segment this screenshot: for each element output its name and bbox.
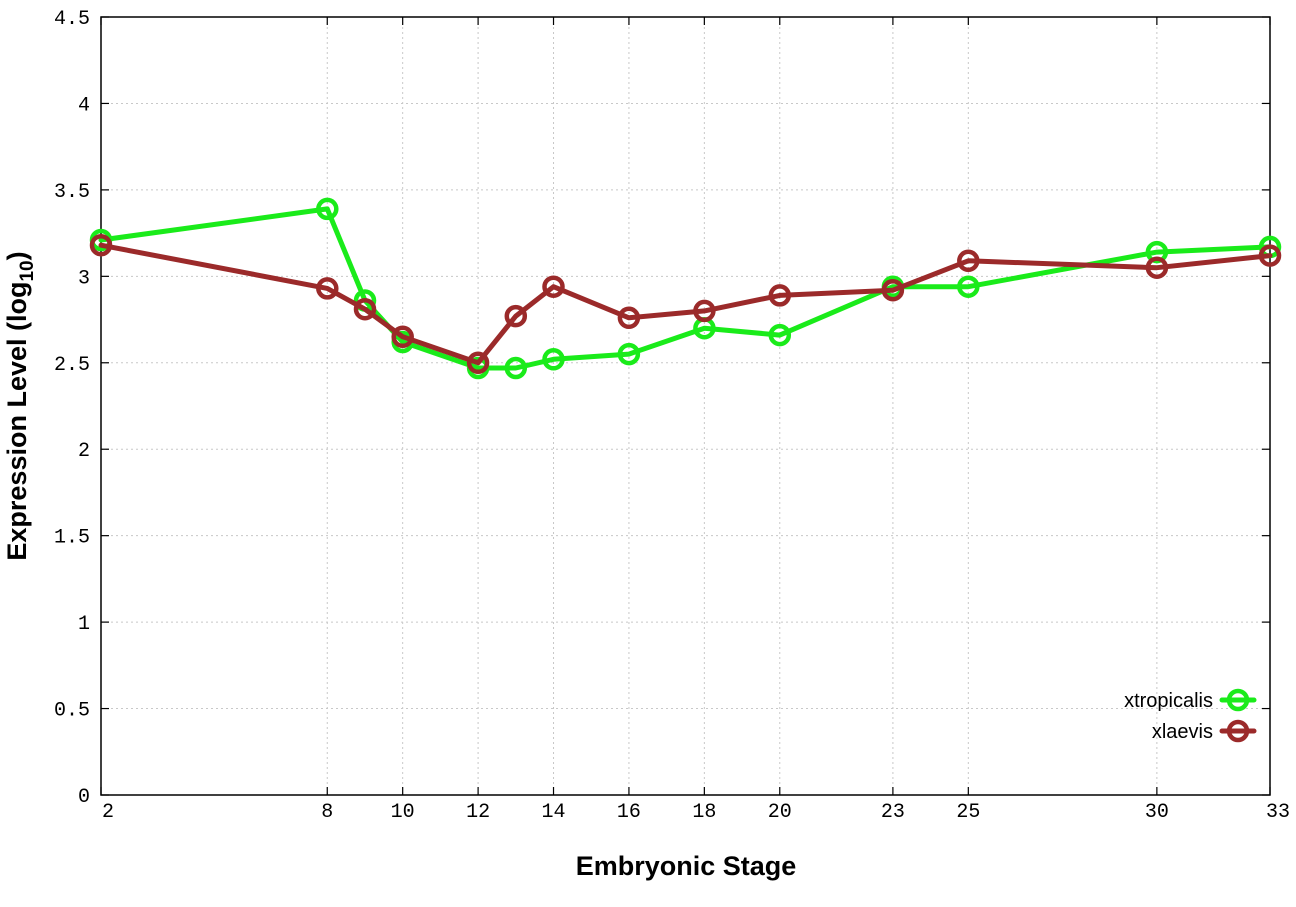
x-tick-label: 8 xyxy=(321,801,333,824)
legend-item: xtropicalis xyxy=(1124,688,1257,712)
y-axis-title: Expression Level (log10) xyxy=(2,251,38,560)
x-tick-label: 10 xyxy=(391,801,415,824)
data-point xyxy=(504,304,528,328)
y-axis-title-main: Expression Level (log xyxy=(2,282,32,561)
legend: xtropicalis xlaevis xyxy=(1124,688,1257,743)
data-point xyxy=(542,348,565,371)
grid xyxy=(101,17,1270,795)
y-tick-label: 4.5 xyxy=(54,8,90,31)
plot-frame xyxy=(100,16,1271,796)
x-tick-label: 23 xyxy=(881,801,905,824)
data-point xyxy=(542,275,565,298)
y-axis-title-close: ) xyxy=(2,251,32,260)
legend-swatch-marker xyxy=(1226,688,1250,712)
x-tick-label: 18 xyxy=(692,801,716,824)
series-line xyxy=(98,206,1273,371)
y-tick-label: 1 xyxy=(78,613,90,636)
data-point xyxy=(466,351,490,375)
data-point xyxy=(353,297,377,321)
y-tick-label: 4 xyxy=(78,94,90,117)
legend-label: xlaevis xyxy=(1152,721,1213,743)
data-point xyxy=(1145,256,1169,279)
data-point xyxy=(768,323,792,347)
y-tick-label: 2 xyxy=(78,440,90,463)
x-tick-label: 20 xyxy=(768,801,792,824)
data-point xyxy=(957,275,980,298)
series-group xyxy=(89,197,1282,380)
y-axis-title-subscript: 10 xyxy=(17,260,38,281)
series-xlaevis xyxy=(89,233,1282,375)
data-point xyxy=(89,233,113,257)
x-tick-label: 16 xyxy=(617,801,641,824)
data-point xyxy=(881,278,905,302)
data-point xyxy=(957,249,980,273)
data-point xyxy=(693,299,716,323)
x-tick-label: 12 xyxy=(466,801,490,824)
y-tick-label: 3.5 xyxy=(54,181,90,204)
y-tick-label: 3 xyxy=(78,267,90,290)
data-point xyxy=(504,356,528,380)
axis-ticks xyxy=(100,16,1271,796)
y-tick-label: 0.5 xyxy=(54,700,90,723)
tick-labels: 0 0.5 1 1.5 2 2.5 3 3.5 4 4.5 2 8 10 12 14 16 18 20 23 25 30… xyxy=(54,8,1290,824)
legend-item: xlaevis xyxy=(1152,719,1257,743)
data-point xyxy=(316,197,339,221)
y-tick-label: 1.5 xyxy=(54,527,90,550)
legend-swatch-marker xyxy=(1226,719,1250,743)
series-xtropicalis xyxy=(89,197,1282,380)
data-point xyxy=(1258,244,1282,267)
x-axis-title: Embryonic Stage xyxy=(576,851,797,881)
x-tick-label: 25 xyxy=(956,801,980,824)
data-point xyxy=(617,306,641,330)
data-point xyxy=(1145,240,1169,264)
data-point xyxy=(316,277,339,300)
x-tick-label: 33 xyxy=(1266,801,1290,824)
y-tick-label: 2.5 xyxy=(54,354,90,377)
legend-label: xtropicalis xyxy=(1124,690,1213,712)
x-tick-label: 14 xyxy=(542,801,566,824)
data-point xyxy=(768,284,792,307)
x-tick-label: 2 xyxy=(102,801,114,824)
y-tick-label: 0 xyxy=(78,786,90,809)
x-tick-label: 30 xyxy=(1145,801,1169,824)
data-point xyxy=(391,325,414,349)
data-point xyxy=(617,342,641,366)
